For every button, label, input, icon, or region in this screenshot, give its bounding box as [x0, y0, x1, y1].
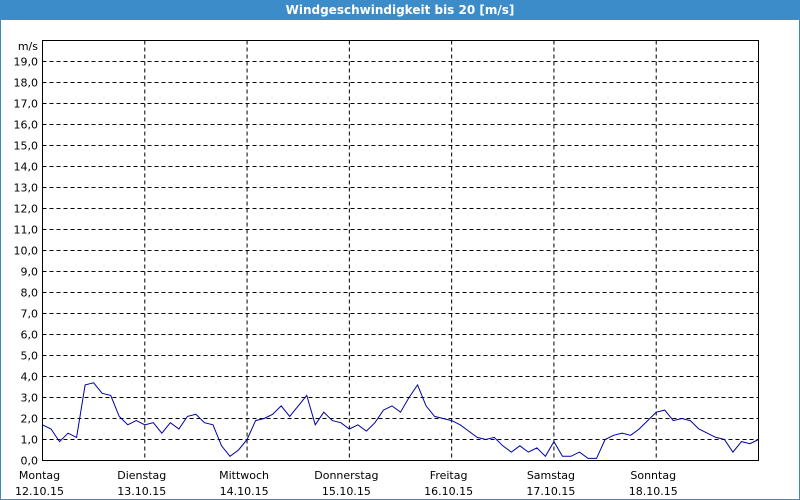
x-tick-label: Montag: [19, 469, 60, 482]
y-tick-label: 3,0: [21, 392, 39, 405]
x-tick-date: 16.10.15: [424, 485, 473, 498]
y-tick-label: 0,0: [21, 455, 39, 468]
title-bar: [0, 0, 800, 20]
y-tick-label: 18,0: [14, 77, 39, 90]
x-tick-date: 17.10.15: [526, 485, 575, 498]
y-tick-label: 9,0: [21, 266, 39, 279]
y-tick-label: 19,0: [14, 56, 39, 69]
chart-title: Windgeschwindigkeit bis 20 [m/s]: [286, 3, 515, 17]
y-tick-label: 5,0: [21, 350, 39, 363]
y-tick-label: 12,0: [14, 203, 39, 216]
y-tick-label: 11,0: [14, 224, 39, 237]
data-line: [42, 382, 759, 459]
x-tick-date: 15.10.15: [322, 485, 371, 498]
y-tick-label: 16,0: [14, 119, 39, 132]
x-tick-date: 12.10.15: [15, 485, 64, 498]
x-tick-label: Donnerstag: [314, 469, 378, 482]
y-tick-label: 2,0: [21, 413, 39, 426]
y-tick-label: 1,0: [21, 434, 39, 447]
y-tick-label: 8,0: [21, 287, 39, 300]
y-tick-label: 17,0: [14, 98, 39, 111]
x-tick-label: Samstag: [527, 469, 575, 482]
y-tick-label: 10,0: [14, 245, 39, 258]
y-tick-label: 6,0: [21, 329, 39, 342]
x-tick-label: Dienstag: [117, 469, 166, 482]
y-unit: m/s: [18, 40, 38, 53]
y-tick-label: 14,0: [14, 161, 39, 174]
x-tick-date: 14.10.15: [220, 485, 269, 498]
x-tick-label: Mittwoch: [219, 469, 269, 482]
y-tick-label: 15,0: [14, 140, 39, 153]
x-tick-date: 13.10.15: [117, 485, 166, 498]
x-tick-label: Freitag: [430, 469, 468, 482]
y-tick-label: 7,0: [21, 308, 39, 321]
y-tick-label: 4,0: [21, 371, 39, 384]
x-tick-label: Sonntag: [630, 469, 676, 482]
y-tick-label: 13,0: [14, 182, 39, 195]
x-tick-date: 18.10.15: [629, 485, 678, 498]
